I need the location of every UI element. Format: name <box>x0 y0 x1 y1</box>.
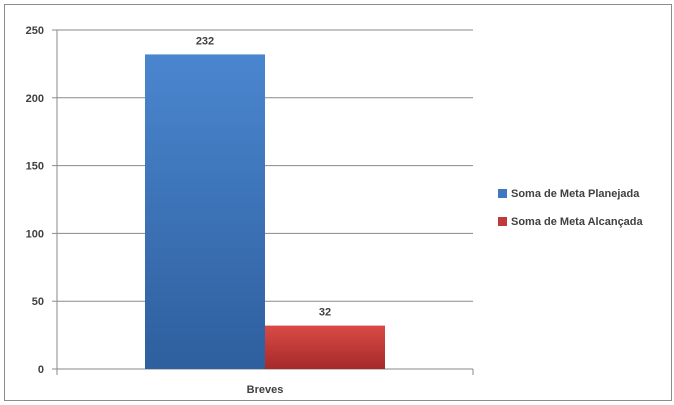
x-tick-label: Breves <box>247 384 284 396</box>
y-tick-label: 250 <box>26 25 44 37</box>
y-tick-label: 200 <box>26 93 44 105</box>
y-tick-label: 0 <box>38 364 44 376</box>
data-label: 232 <box>196 35 214 47</box>
legend-swatch <box>498 217 507 226</box>
data-label: 32 <box>319 307 331 319</box>
chart-frame: 0 50 100 150 200 250 232 32 Breves Soma de Meta … <box>4 4 672 401</box>
legend-swatch <box>498 189 507 198</box>
legend: Soma de Meta Planejada Soma de Meta Alcan… <box>498 188 644 228</box>
bar-chart: 0 50 100 150 200 250 232 32 Breves Soma de Meta … <box>26 25 644 396</box>
legend-label: Soma de Meta Alcançada <box>511 216 644 228</box>
bar-soma-de-meta-alcan-ada <box>265 325 385 369</box>
y-tick-label: 50 <box>32 296 44 308</box>
y-tick-label: 100 <box>26 228 44 240</box>
legend-label: Soma de Meta Planejada <box>511 188 640 200</box>
labels: 0 50 100 150 200 250 232 32 Breves <box>26 25 331 396</box>
y-tick-label: 150 <box>26 161 44 173</box>
bars <box>145 54 385 370</box>
bar-soma-de-meta-planejada <box>145 54 265 370</box>
